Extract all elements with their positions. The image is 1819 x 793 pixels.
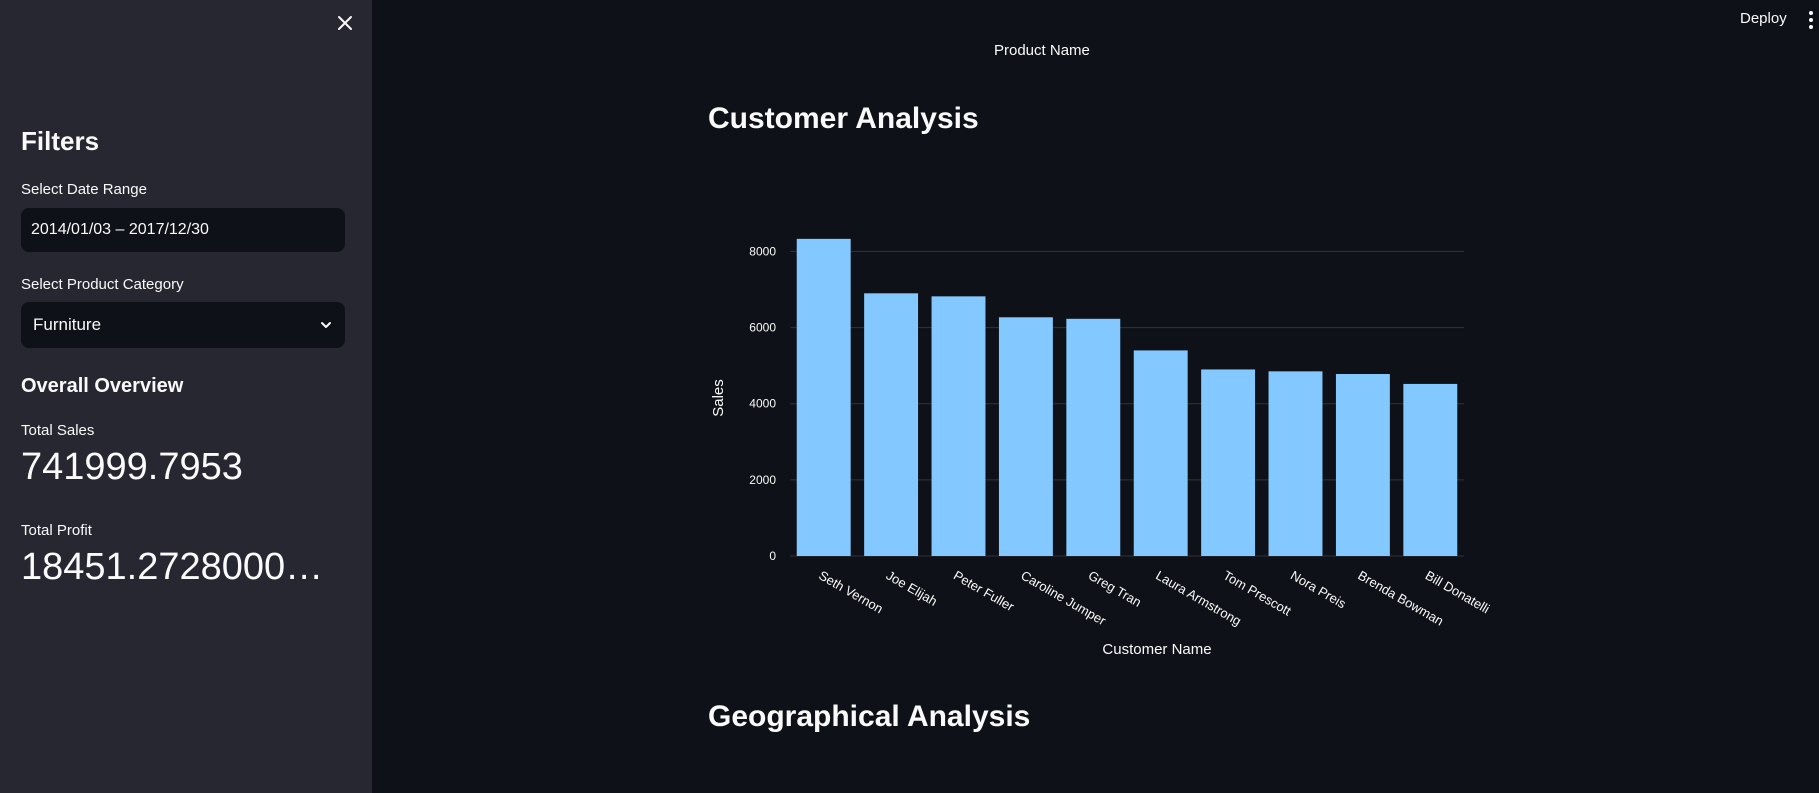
sidebar-title: Filters [21, 126, 100, 156]
x-tick-label: Seth Vernon [816, 568, 885, 617]
date-range-input[interactable]: 2014/01/03 – 2017/12/30 [21, 208, 345, 252]
bar [1201, 369, 1256, 556]
customer-analysis-title: Customer Analysis [708, 102, 979, 135]
close-sidebar-button[interactable] [332, 10, 358, 36]
bar [1335, 374, 1390, 556]
category-selected-value: Furniture [33, 315, 102, 334]
bar [796, 238, 851, 556]
bar [1403, 383, 1458, 556]
x-tick-label: Nora Preis [1288, 568, 1349, 612]
y-tick-label: 6000 [749, 321, 776, 335]
date-range-value: 2014/01/03 – 2017/12/30 [31, 221, 209, 238]
category-select[interactable]: Furniture [21, 302, 345, 348]
close-icon [338, 16, 352, 30]
overview-title: Overall Overview [21, 375, 184, 397]
y-tick-label: 2000 [749, 473, 776, 487]
bar [1133, 350, 1188, 556]
y-axis-label: Sales [710, 379, 727, 417]
x-tick-label: Peter Fuller [951, 568, 1017, 615]
bar [864, 293, 919, 556]
main-menu-icon[interactable] [1806, 11, 1816, 31]
total-sales-value: 741999.7953 [21, 446, 243, 488]
sidebar: Filters Select Date Range 2014/01/03 – 2… [0, 0, 372, 793]
total-profit-value: 18451.27280000… [21, 546, 341, 588]
total-profit-label: Total Profit [21, 522, 92, 539]
y-tick-label: 0 [769, 549, 776, 563]
y-tick-label: 8000 [749, 244, 776, 258]
top-chart-x-axis-label: Product Name [994, 42, 1090, 59]
y-tick-label: 4000 [749, 397, 776, 411]
x-tick-label: Joe Elijah [884, 568, 940, 609]
bar [998, 317, 1053, 556]
total-sales-label: Total Sales [21, 422, 95, 439]
date-range-label: Select Date Range [21, 181, 147, 198]
chevron-down-icon [321, 322, 331, 328]
bar [1066, 318, 1121, 556]
geographical-analysis-title: Geographical Analysis [708, 700, 1031, 733]
x-tick-label: Greg Tran [1086, 568, 1144, 610]
bar [1268, 371, 1323, 556]
deploy-button[interactable]: Deploy [1740, 10, 1787, 27]
category-label: Select Product Category [21, 276, 184, 293]
bar [931, 296, 986, 556]
x-axis-label: Customer Name [1102, 641, 1211, 658]
